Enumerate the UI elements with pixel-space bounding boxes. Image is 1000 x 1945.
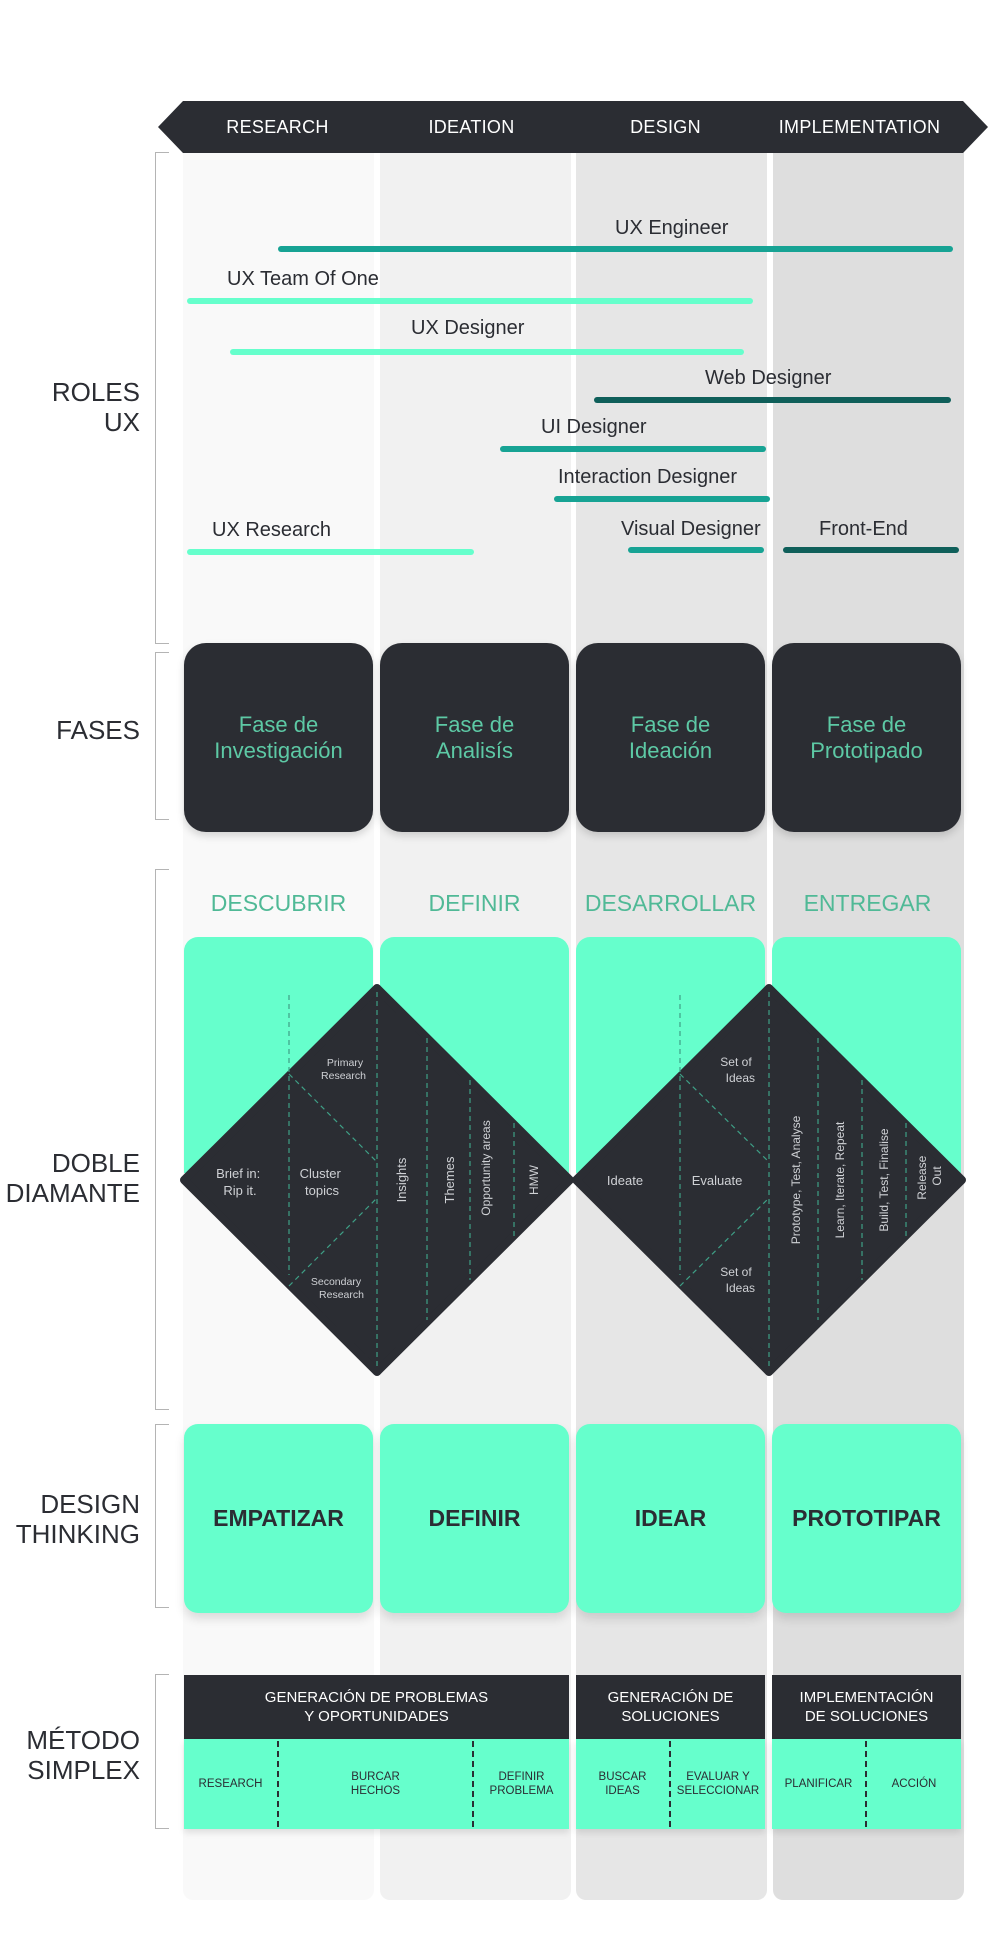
role-line [278, 246, 953, 252]
role-label: UX Designer [411, 317, 525, 339]
roles-bracket [155, 152, 169, 644]
role-label: Front-End [819, 518, 908, 540]
phase-ideation: IDEATION [428, 117, 515, 137]
evaluate-text: Evaluate [692, 1173, 743, 1188]
dd-heading-desarrollar: DESARROLLAR [584, 890, 757, 916]
dd-heading-descubrir: DESCUBRIR [210, 890, 347, 916]
role-line [187, 298, 753, 304]
ms-divider [472, 1741, 474, 1827]
phase-design: DESIGN [630, 117, 701, 137]
role-line [230, 349, 744, 355]
role-label: UX Research [212, 519, 331, 541]
section-label-metodo: MÉTODO SIMPLEX [26, 1725, 140, 1785]
learn-iterate-text: Learn, Iterate, Repeat [833, 1121, 847, 1238]
ms-header-implementacion: IMPLEMENTACIÓN DE SOLUCIONES [772, 1675, 961, 1739]
role-line [628, 547, 764, 553]
ms-step-research: RESEARCH [198, 1778, 263, 1790]
cluster-text: Cluster topics [300, 1166, 345, 1198]
role-label: UI Designer [541, 416, 647, 438]
set-of-ideas-top-text: Set of Ideas [720, 1055, 755, 1085]
design-thinking-bracket [155, 1424, 169, 1608]
primary-research-text: Primary Research [321, 1057, 366, 1082]
phase-implementation: IMPLEMENTATION [778, 117, 941, 137]
ms-body-problemas [184, 1739, 569, 1829]
ms-step-accion: ACCIÓN [891, 1778, 937, 1790]
phase-header-bar [158, 101, 988, 153]
phase-research: RESEARCH [226, 117, 329, 137]
dd-heading-definir: DEFINIR [428, 890, 521, 916]
fase-card-prototipado: Fase de Prototipado [772, 643, 961, 832]
ms-divider [865, 1741, 867, 1827]
dt-card-definir: DEFINIR [380, 1424, 569, 1613]
section-label-roles: ROLES UX [51, 377, 140, 437]
fases-bracket [155, 652, 169, 820]
dd-heading-entregar: ENTREGAR [803, 890, 932, 916]
set-of-ideas-bottom-text: Set of Ideas [720, 1265, 755, 1295]
ms-divider [669, 1741, 671, 1827]
dt-card-idear: IDEAR [576, 1424, 765, 1613]
ideate-text: Ideate [607, 1173, 643, 1188]
dt-card-prototipar: PROTOTIPAR [772, 1424, 961, 1613]
ms-step-definir-problema: DEFINIR PROBLEMA [489, 1771, 554, 1797]
role-line [187, 549, 474, 555]
role-line [783, 547, 959, 553]
hmw-text: HMW [527, 1164, 541, 1195]
metodo-bracket [155, 1674, 169, 1829]
brief-text: Brief in: Rip it. [216, 1166, 264, 1198]
role-label: UX Engineer [615, 217, 729, 239]
role-line [500, 446, 766, 452]
release-out-text: Release Out [915, 1152, 944, 1199]
role-label: Web Designer [705, 367, 832, 389]
ms-divider [277, 1741, 279, 1827]
ms-step-buscar-ideas: BUSCAR IDEAS [598, 1771, 647, 1797]
ms-step-buscar-hechos: BURCAR HECHOS [350, 1771, 401, 1797]
role-label: Interaction Designer [558, 466, 737, 488]
dt-card-empatizar: EMPATIZAR [184, 1424, 373, 1613]
insights-text: Insights [394, 1157, 409, 1202]
prototype-test-text: Prototype, Test, Analyse [789, 1115, 803, 1244]
opportunity-areas-text: Opportunity areas [479, 1120, 493, 1215]
ms-header-soluciones: GENERACIÓN DE SOLUCIONES [576, 1675, 765, 1739]
section-label-design-thinking: DESIGN THINKING [15, 1489, 140, 1549]
diamond-left: Brief in: Rip it. Cluster topics Primary… [180, 984, 574, 1376]
build-test-text: Build, Test, Finalise [877, 1128, 891, 1231]
fase-card-analisis: Fase de Analisís [380, 643, 569, 832]
fase-card-investigacion: Fase de Investigación [184, 643, 373, 832]
role-line [554, 496, 770, 502]
role-label: UX Team Of One [227, 268, 379, 290]
role-line [594, 397, 951, 403]
fase-card-ideacion: Fase de Ideación [576, 643, 765, 832]
role-label: Visual Designer [621, 518, 761, 540]
themes-text: Themes [442, 1156, 457, 1203]
doble-bracket [155, 869, 169, 1410]
section-label-doble: DOBLE DIAMANTE [5, 1148, 140, 1208]
ms-header-problemas: GENERACIÓN DE PROBLEMAS Y OPORTUNIDADES [184, 1675, 569, 1739]
ms-step-planificar: PLANIFICAR [784, 1778, 853, 1790]
ms-step-evaluar: EVALUAR Y SELECCIONAR [676, 1771, 760, 1797]
section-label-fases: FASES [56, 715, 140, 745]
secondary-research-text: Secondary Research [311, 1276, 364, 1301]
diamond-right: Ideate Evaluate Set of Ideas Set of Idea… [572, 984, 966, 1376]
